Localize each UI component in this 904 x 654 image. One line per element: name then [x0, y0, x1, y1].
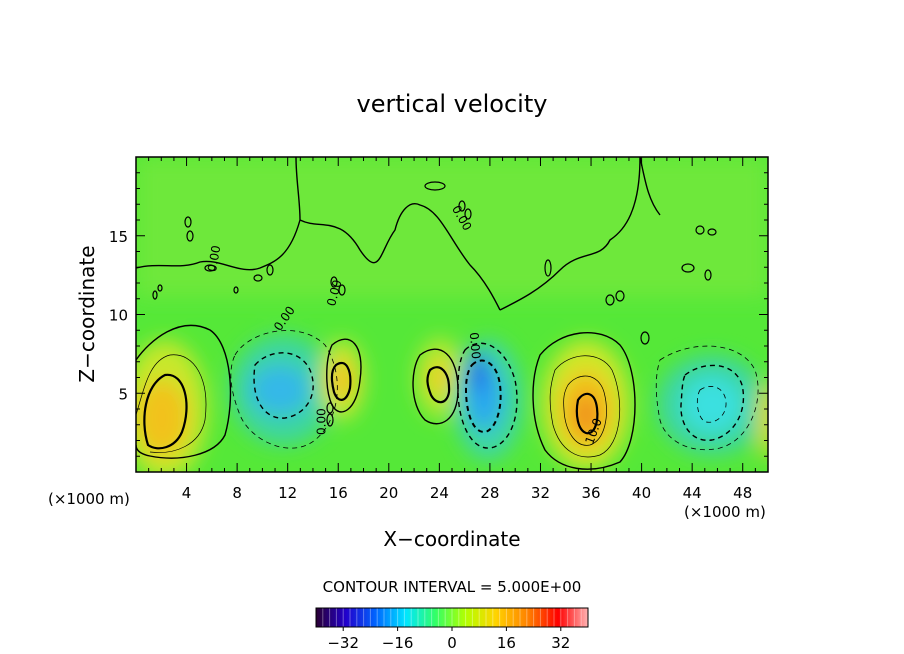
x-tick-label: 32 — [531, 484, 550, 502]
contour-label: 0.00 — [315, 408, 329, 435]
y-tick-label: 15 — [109, 228, 128, 246]
x-tick-label: 8 — [232, 484, 242, 502]
colorbar-tick-label: 32 — [551, 634, 570, 652]
field-blobs — [136, 157, 768, 472]
colorbar-tick-label: −16 — [382, 634, 414, 652]
plot-area — [136, 157, 768, 472]
x-tick-label: 16 — [329, 484, 348, 502]
colorbar — [316, 608, 588, 627]
x-tick-label: 48 — [733, 484, 752, 502]
colorbar-tick-label: 0 — [447, 634, 457, 652]
x-tick-label: 12 — [278, 484, 297, 502]
x-tick-label: 44 — [683, 484, 702, 502]
contour-label: 0.00 — [324, 278, 344, 307]
x-unit-right: (×1000 m) — [684, 503, 766, 521]
y-axis-label: Z−coordinate — [75, 245, 99, 382]
x-unit-left: (×1000 m) — [48, 490, 130, 508]
chart-title: vertical velocity — [357, 90, 548, 118]
contour-lines-negative — [230, 330, 759, 450]
colorbar-stripes — [322, 608, 582, 627]
contour-label: 0.00 — [467, 332, 483, 360]
contour-interval-text: CONTOUR INTERVAL = 5.000E+00 — [323, 578, 582, 596]
x-tick-label: 24 — [430, 484, 449, 502]
x-tick-label: 28 — [480, 484, 499, 502]
colorbar-tick-label: −32 — [327, 634, 359, 652]
y-tick-label: 5 — [118, 385, 128, 403]
colorbar-tick-label: 16 — [497, 634, 516, 652]
contour-noise — [152, 181, 717, 427]
colorbar-ticks: −32 −16 0 16 32 — [327, 627, 570, 652]
contour-lines — [136, 157, 661, 470]
x-tick-label: 4 — [182, 484, 192, 502]
y-tick-label: 10 — [109, 307, 128, 325]
contour-label: 0.00 — [205, 244, 223, 273]
x-tick-label: 36 — [581, 484, 600, 502]
x-tick-label: 20 — [379, 484, 398, 502]
x-axis-label: X−coordinate — [383, 527, 520, 551]
x-tick-label: 40 — [632, 484, 651, 502]
